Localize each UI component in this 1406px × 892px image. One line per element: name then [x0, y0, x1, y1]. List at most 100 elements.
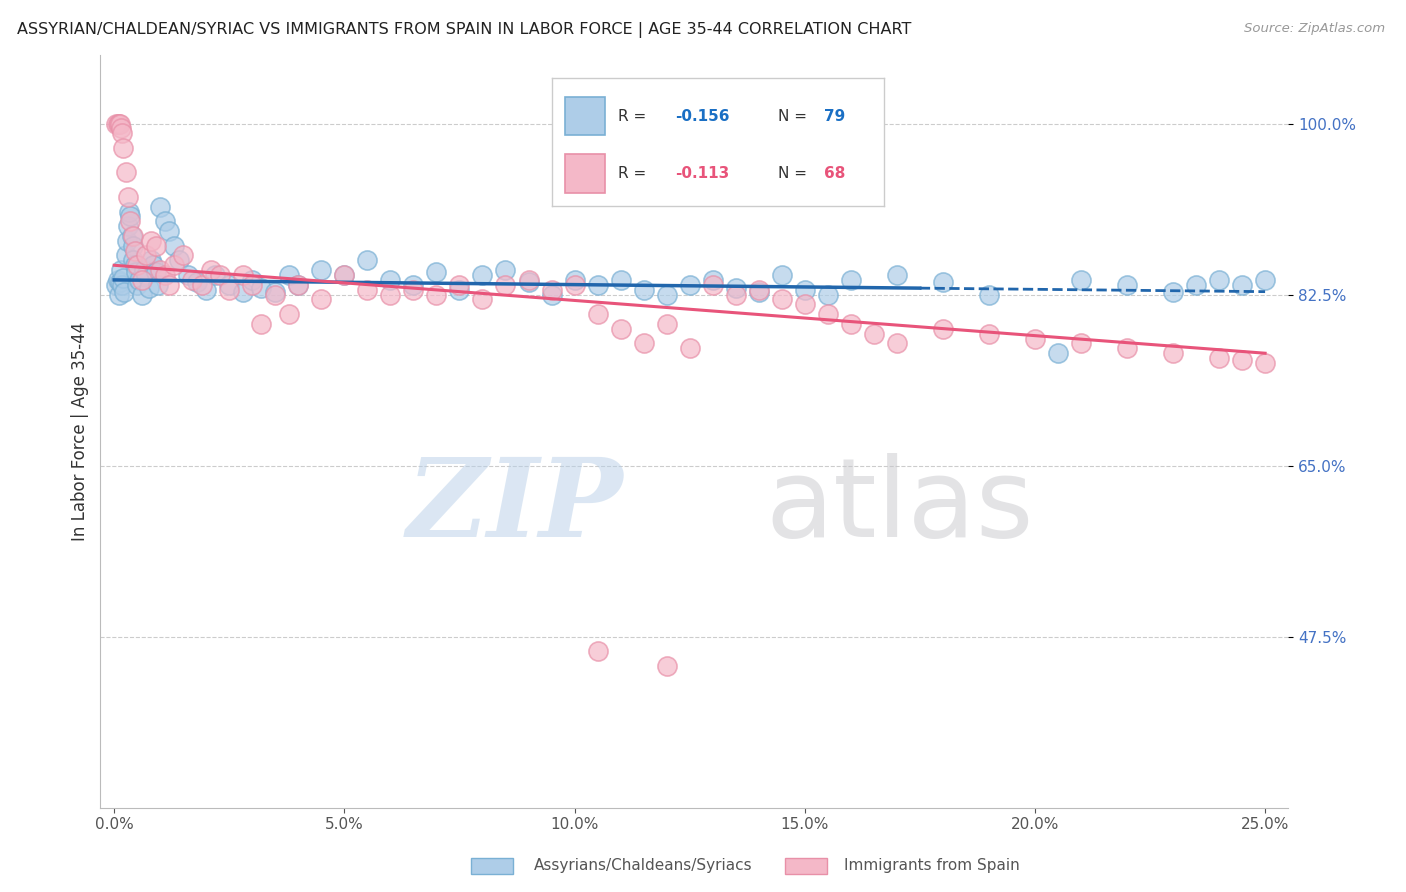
Point: [120, 214, 142, 228]
Point: [495, 277, 517, 292]
Point: [748, 285, 770, 299]
Text: Source: ZipAtlas.com: Source: ZipAtlas.com: [1244, 22, 1385, 36]
Point: [1208, 351, 1230, 365]
Point: [564, 277, 586, 292]
Y-axis label: In Labor Force | Age 35-44: In Labor Force | Age 35-44: [72, 322, 89, 541]
Point: [586, 307, 609, 321]
Point: [724, 281, 747, 295]
Point: [540, 287, 562, 301]
Point: [146, 277, 169, 292]
Point: [977, 287, 1000, 301]
Point: [190, 277, 212, 292]
Point: [609, 273, 631, 287]
Point: [181, 273, 204, 287]
Point: [112, 141, 135, 155]
Point: [380, 273, 402, 287]
Point: [163, 238, 186, 252]
Point: [886, 336, 908, 351]
Point: [114, 165, 136, 179]
Point: [105, 277, 128, 292]
Point: [138, 281, 160, 295]
Point: [117, 219, 139, 234]
Point: [107, 117, 129, 131]
Point: [209, 268, 232, 282]
Text: ZIP: ZIP: [406, 453, 623, 560]
Point: [200, 263, 222, 277]
Point: [425, 287, 447, 301]
Point: [1185, 277, 1208, 292]
Point: [564, 273, 586, 287]
Point: [204, 268, 226, 282]
Point: [115, 234, 138, 248]
Point: [131, 287, 153, 301]
Point: [311, 263, 333, 277]
Point: [163, 258, 186, 272]
Point: [402, 283, 425, 297]
Point: [135, 248, 157, 262]
Point: [157, 277, 180, 292]
Text: ASSYRIAN/CHALDEAN/SYRIAC VS IMMIGRANTS FROM SPAIN IN LABOR FORCE | AGE 35-44 COR: ASSYRIAN/CHALDEAN/SYRIAC VS IMMIGRANTS F…: [17, 22, 911, 38]
Point: [333, 268, 356, 282]
Point: [124, 244, 146, 258]
Point: [142, 258, 165, 272]
Point: [1070, 273, 1092, 287]
Point: [586, 277, 609, 292]
Point: [702, 273, 724, 287]
Point: [702, 277, 724, 292]
Point: [402, 277, 425, 292]
Point: [124, 258, 146, 272]
Point: [678, 277, 700, 292]
Point: [112, 271, 135, 285]
Point: [655, 287, 678, 301]
Point: [1230, 353, 1253, 368]
Point: [264, 285, 287, 299]
Point: [932, 322, 955, 336]
Point: [678, 342, 700, 356]
Text: Immigrants from Spain: Immigrants from Spain: [844, 858, 1019, 872]
Text: atlas: atlas: [765, 453, 1033, 560]
Point: [1024, 332, 1046, 346]
Point: [633, 283, 655, 297]
Point: [149, 263, 172, 277]
Point: [449, 283, 471, 297]
Point: [278, 307, 301, 321]
Point: [118, 204, 141, 219]
Point: [111, 126, 134, 140]
Point: [131, 273, 153, 287]
Point: [139, 253, 162, 268]
Point: [356, 253, 378, 268]
Point: [886, 268, 908, 282]
Point: [287, 277, 309, 292]
Point: [1254, 356, 1277, 370]
Point: [633, 336, 655, 351]
Point: [977, 326, 1000, 341]
Point: [145, 238, 167, 252]
Point: [748, 283, 770, 297]
Point: [111, 277, 134, 292]
Point: [517, 275, 540, 289]
Point: [793, 297, 815, 311]
Point: [149, 200, 172, 214]
Point: [112, 285, 135, 299]
Point: [655, 317, 678, 331]
Point: [172, 248, 194, 262]
Point: [122, 253, 145, 268]
Point: [540, 283, 562, 297]
Point: [167, 253, 190, 268]
Point: [1230, 277, 1253, 292]
Point: [127, 258, 149, 272]
Point: [153, 268, 176, 282]
Point: [125, 265, 148, 279]
Point: [586, 644, 609, 658]
Point: [232, 268, 254, 282]
Point: [264, 287, 287, 301]
Point: [110, 121, 132, 136]
Point: [839, 273, 862, 287]
Point: [250, 281, 273, 295]
Point: [839, 317, 862, 331]
Point: [356, 283, 378, 297]
Point: [153, 214, 176, 228]
Point: [127, 277, 149, 292]
Point: [333, 268, 356, 282]
Point: [108, 275, 131, 289]
